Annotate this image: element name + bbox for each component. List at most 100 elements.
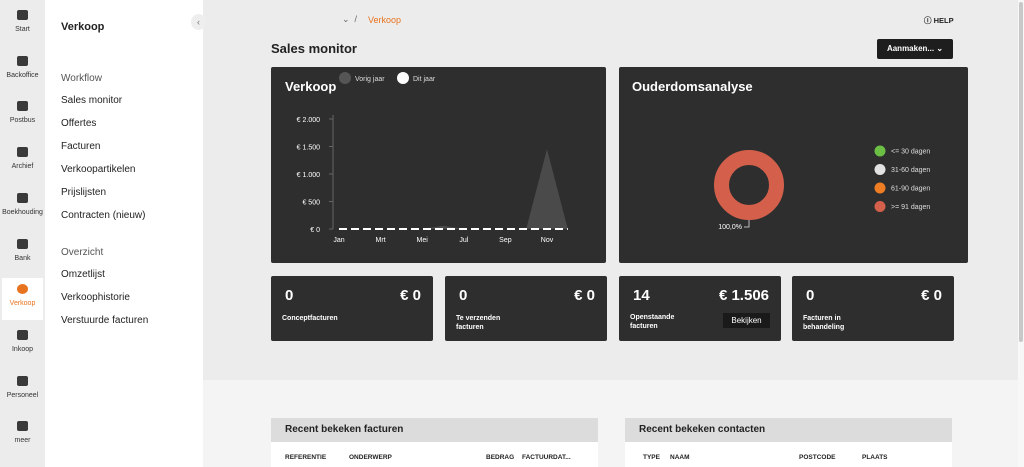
y-tick-label: € 0	[310, 227, 320, 234]
kpi-label: Te verzenden facturen	[456, 315, 501, 331]
sidebar-item[interactable]: Facturen	[61, 141, 101, 152]
sidebar-heading: Overzicht	[61, 247, 104, 258]
kpi-label: Facturen in behandeling	[803, 315, 845, 331]
rail-label: Backoffice	[6, 71, 39, 79]
rail-label: Bank	[14, 254, 31, 262]
rail-item[interactable]: Postbus	[2, 95, 43, 137]
rail-icon	[17, 147, 28, 158]
kpi-label: Conceptfacturen	[282, 315, 338, 322]
donut-segment	[714, 150, 784, 220]
kpi-card: 0 € 0 Conceptfacturen	[271, 276, 433, 341]
rail-icon	[17, 238, 28, 249]
kpi-amount: € 1.506	[718, 287, 769, 304]
rail-icon	[17, 329, 28, 340]
kpi-label: Openstaande facturen	[630, 314, 675, 330]
sidebar-item[interactable]: Verkoophistorie	[61, 292, 130, 303]
rail-item[interactable]: Inkoop	[2, 324, 43, 366]
column-header[interactable]: ONDERWERP	[349, 454, 392, 461]
table-header: Recent bekeken facturen	[271, 418, 598, 442]
kpi-card: 14 € 1.506 Openstaande facturen Bekijken	[619, 276, 781, 341]
legend-label: Vorig jaar	[355, 76, 385, 83]
leader-line	[744, 220, 750, 228]
legend-swatch	[874, 145, 886, 157]
age-chart: Ouderdomsanalyse 100,0% <= 30 dagen 31-60 d…	[632, 79, 930, 231]
rail-label: Verkoop	[9, 300, 36, 308]
kpi-card: 0 € 0 Te verzenden facturen	[445, 276, 607, 341]
rail-label: Inkoop	[11, 345, 34, 353]
breadcrumb-current[interactable]: Verkoop	[368, 15, 402, 25]
y-tick-label: € 1.500	[297, 145, 320, 152]
rail-item[interactable]: Start	[2, 4, 43, 46]
sidebar-item[interactable]: Verstuurde facturen	[61, 315, 149, 326]
sidebar-item[interactable]: Verkoopartikelen	[61, 164, 136, 175]
rail-item[interactable]: Bank	[2, 233, 43, 275]
sidebar: Verkoop ‹ Workflow Sales monitor Offertes F…	[45, 0, 206, 467]
table-body	[271, 442, 598, 467]
legend-label: Dit jaar	[413, 76, 436, 83]
rail-icon	[17, 10, 28, 20]
rail-label: Start	[15, 26, 30, 33]
rail-label: meer	[14, 437, 31, 445]
y-tick-label: € 2.000	[297, 117, 320, 124]
sidebar-item[interactable]: Offertes	[61, 118, 97, 129]
table-title: Recent bekeken contacten	[639, 424, 766, 435]
chart-title: Ouderdomsanalyse	[632, 79, 753, 94]
kpi-amount: € 0	[574, 287, 595, 304]
column-header[interactable]: POSTCODE	[799, 454, 836, 461]
breadcrumb-sep: ⌄ /	[342, 14, 358, 24]
rail-icon	[17, 55, 28, 66]
rail-label: Archief	[11, 163, 34, 171]
sidebar-title: Verkoop	[61, 21, 105, 33]
rail-item[interactable]: Archief	[2, 141, 43, 183]
column-header[interactable]: TYPE	[643, 454, 660, 461]
column-header[interactable]: BEDRAG	[486, 454, 515, 461]
x-tick-label: Sep	[499, 237, 512, 244]
rail-item[interactable]: Backoffice	[2, 50, 43, 92]
rail-item[interactable]: Boekhouding	[2, 187, 43, 229]
create-button-text: Aanmaken...	[886, 44, 935, 53]
rail-item[interactable]: Personeel	[2, 370, 43, 412]
rail-icon	[17, 192, 28, 203]
page-title: Sales monitor	[271, 41, 357, 56]
scrollbar-thumb[interactable]	[1019, 2, 1023, 342]
legend-swatch	[874, 164, 886, 175]
rail-icon	[17, 375, 28, 386]
sidebar-item[interactable]: Sales monitor	[61, 95, 123, 106]
age-chart-card: Ouderdomsanalyse 100,0% <= 30 dagen 31-60 d…	[619, 67, 968, 263]
column-header[interactable]: NAAM	[670, 454, 690, 461]
x-tick-label: Mei	[417, 237, 429, 244]
x-tick-label: Mrt	[376, 237, 386, 244]
kpi-card: 0 € 0 Facturen in behandeling	[792, 276, 954, 341]
table-body	[625, 442, 952, 467]
kpi-count: 0	[806, 287, 815, 304]
x-tick-label: Jul	[459, 237, 468, 244]
legend-swatch	[874, 182, 886, 194]
sidebar-heading: Workflow	[61, 73, 102, 84]
kpi-button[interactable]: Bekijken	[723, 313, 770, 328]
kpi-count: 0	[459, 287, 468, 304]
column-header[interactable]: REFERENTIE	[285, 454, 327, 461]
sales-chart: Verkoop per maand € 0 € 500 € 1.000 € 1.500 €…	[285, 72, 568, 244]
sidebar-item[interactable]: Prijslijsten	[61, 187, 107, 198]
collapse-button[interactable]: ‹	[191, 14, 206, 30]
help-icon: ⓘ	[924, 16, 934, 25]
column-header[interactable]: FACTUURDAT...	[522, 454, 571, 461]
sidebar-item[interactable]: Contracten (nieuw)	[61, 210, 146, 221]
help-link[interactable]: ⓘ HELP	[924, 15, 954, 26]
legend-label: >= 91 dagen	[891, 204, 930, 211]
y-tick-label: € 500	[302, 200, 320, 207]
create-button[interactable]: Aanmaken... ⌄	[877, 39, 953, 59]
value-label: 100,0%	[718, 224, 742, 231]
icon-rail: Start Backoffice Postbus Archief Boekhouding…	[0, 0, 45, 467]
sidebar-item[interactable]: Omzetlijst	[61, 269, 105, 280]
chart-title: Verkoop per maand	[285, 79, 406, 94]
kpi-count: 14	[633, 287, 650, 304]
table-title: Recent bekeken facturen	[285, 424, 404, 435]
sales-chart-card: Verkoop per maand € 0 € 500 € 1.000 € 1.500 €…	[271, 67, 606, 263]
y-tick-label: € 1.000	[297, 172, 320, 179]
rail-item[interactable]: meer	[2, 415, 43, 457]
rail-item[interactable]: Verkoop	[2, 278, 43, 321]
rail-label: Postbus	[9, 117, 36, 125]
column-header[interactable]: PLAATS	[862, 454, 888, 461]
